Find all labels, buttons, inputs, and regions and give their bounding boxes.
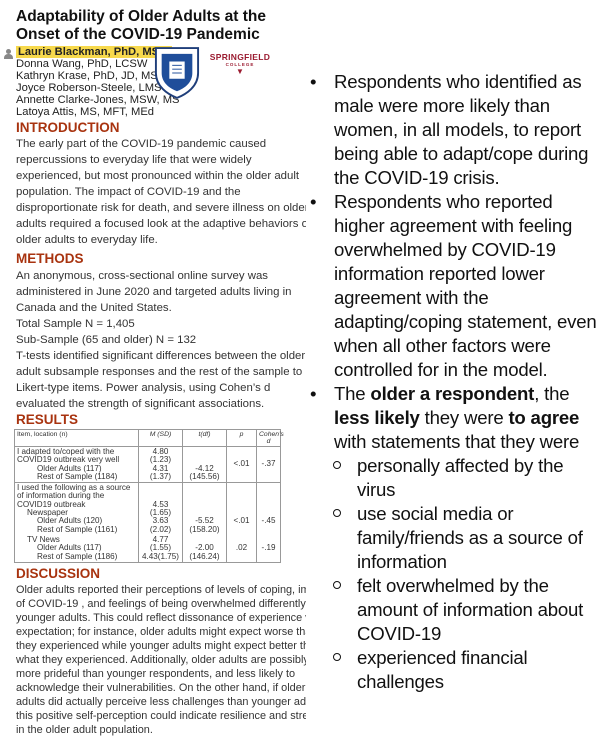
finding-item: Respondents who identified as male were … bbox=[307, 70, 600, 190]
table-row: TV News Older Adults (117) Rest of Sample … bbox=[14, 534, 281, 563]
results-table: Item, location (n) M (SD) t(df) p Cohen’… bbox=[14, 429, 284, 563]
author: Joyce Roberson-Steele, LMSW bbox=[16, 81, 173, 94]
table-header: Item, location (n) M (SD) t(df) p Cohen’… bbox=[14, 429, 284, 447]
sub-finding-item: experienced financial challenges bbox=[307, 646, 600, 694]
methods-heading: METHODS bbox=[16, 251, 84, 266]
springfield-college-logo: SPRINGFIELD COLLEGE ▼ bbox=[209, 52, 271, 76]
poster-title: Adaptability of Older Adults at the Onse… bbox=[16, 8, 267, 43]
table-row: I used the following as a source of info… bbox=[14, 482, 281, 535]
author: Annette Clarke-Jones, MSW, MS bbox=[16, 93, 180, 106]
author: Latoya Attis, MS, MFT, MEd bbox=[16, 105, 155, 118]
table-row: I adapted to/coped with the COVID19 outb… bbox=[14, 445, 281, 484]
discussion-text: Older adults reported their perceptions … bbox=[16, 584, 306, 736]
sub-finding-item: personally affected by the virus bbox=[307, 454, 600, 502]
finding-item: The older a respondent, the less likely … bbox=[307, 382, 600, 454]
sub-finding-item: use social media or family/friends as a … bbox=[307, 502, 600, 574]
discussion-heading: DISCUSSION bbox=[16, 566, 101, 581]
introduction-heading: INTRODUCTION bbox=[16, 120, 120, 135]
sub-finding-item: felt overwhelmed by the amount of inform… bbox=[307, 574, 600, 646]
author: Kathryn Krase, PhD, JD, MSW bbox=[16, 69, 169, 82]
author: Donna Wang, PhD, LCSW bbox=[16, 57, 148, 70]
presenter-icon bbox=[4, 49, 13, 59]
methods-text: An anonymous, cross-sectional online sur… bbox=[16, 270, 306, 410]
lead-author: Laurie Blackman, PhD, MSW bbox=[16, 46, 172, 58]
finding-item: Respondents who reported higher agreemen… bbox=[307, 190, 600, 382]
author-list: Laurie Blackman, PhD, MSW Donna Wang, Ph… bbox=[16, 46, 180, 118]
results-heading: RESULTS bbox=[16, 412, 79, 427]
findings-list: Respondents who identified as male were … bbox=[307, 70, 600, 694]
yeshiva-university-logo bbox=[154, 47, 200, 99]
introduction-text: The early part of the COVID-19 pandemic … bbox=[16, 138, 306, 246]
